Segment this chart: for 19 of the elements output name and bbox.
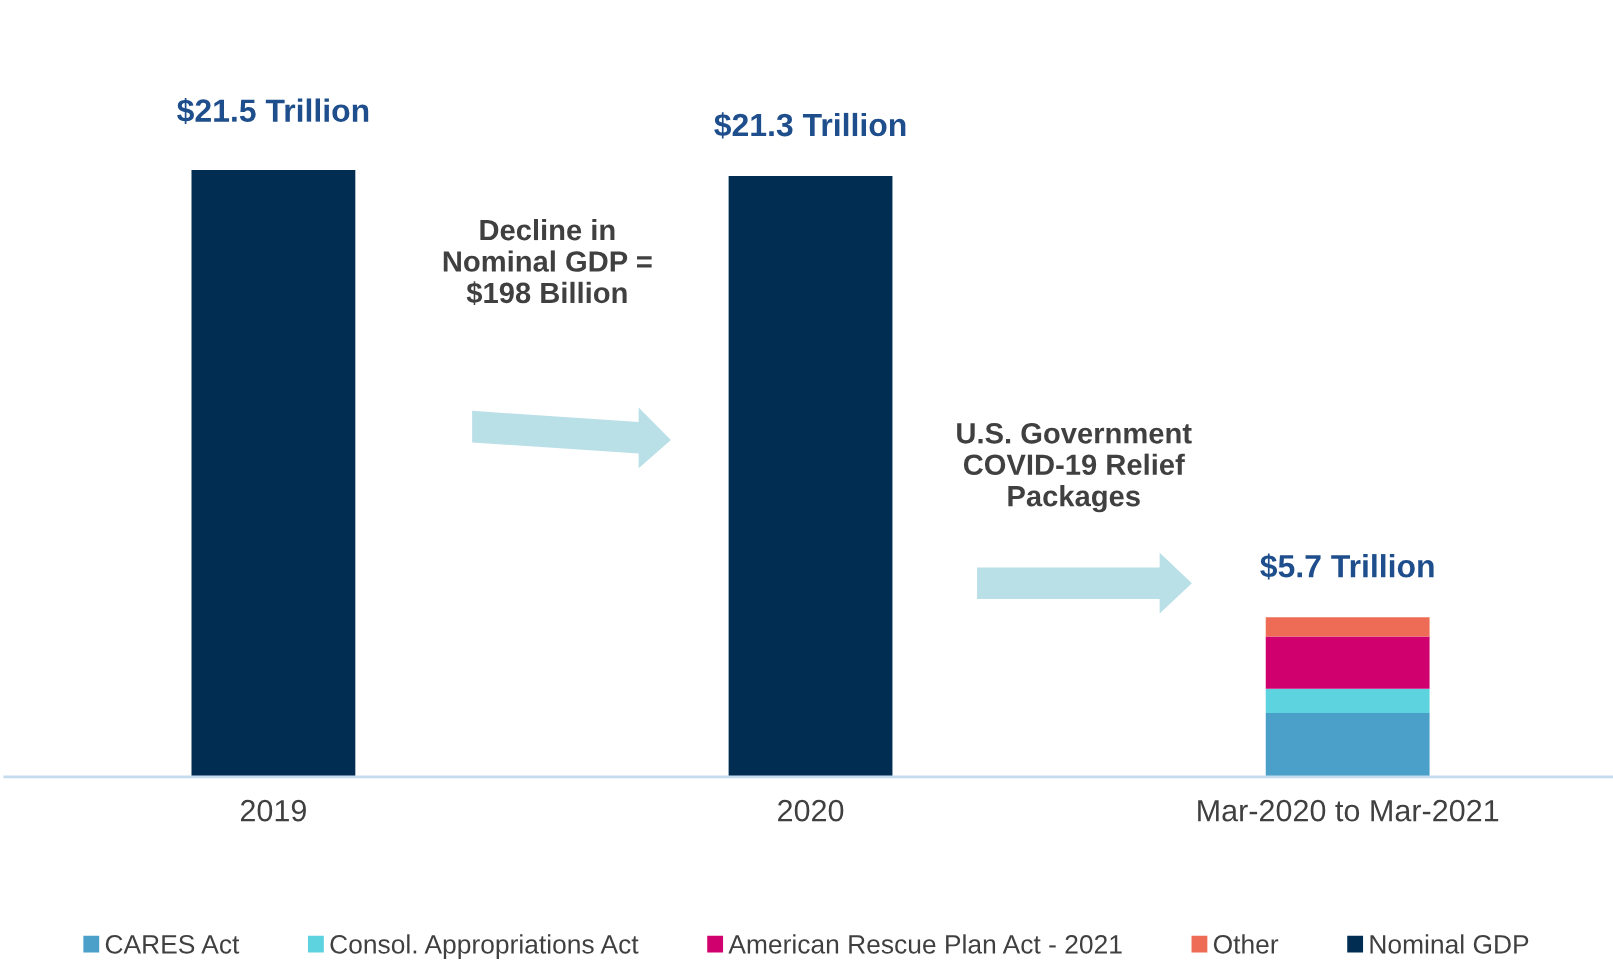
legend-label: Other bbox=[1213, 934, 1279, 954]
legend-label: Consol. Appropriations Act bbox=[330, 934, 639, 959]
x-tick-label: Mar-2020 to Mar-2021 bbox=[1198, 799, 1499, 822]
bar bbox=[1265, 636, 1430, 689]
bar bbox=[191, 169, 356, 777]
annotation: Decline in Nominal GDP = $198 Billion bbox=[443, 218, 652, 306]
annotation: $5.7 Trillion bbox=[1260, 553, 1434, 580]
bar bbox=[728, 175, 893, 777]
bar bbox=[1265, 617, 1430, 637]
bar bbox=[1265, 713, 1430, 777]
legend-label: American Rescue Plan Act - 2021 bbox=[728, 934, 1122, 954]
annotation: U.S. Government COVID-19 Relief Packages bbox=[957, 422, 1192, 513]
legend-label: Nominal GDP bbox=[1370, 934, 1529, 954]
annotation: $21.3 Trillion bbox=[714, 112, 906, 139]
x-tick-label: 2019 bbox=[240, 799, 306, 822]
bar bbox=[1265, 688, 1430, 714]
annotation: $21.5 Trillion bbox=[177, 97, 369, 124]
legend-label: CARES Act bbox=[105, 935, 240, 954]
x-tick-label: 2020 bbox=[778, 799, 844, 822]
